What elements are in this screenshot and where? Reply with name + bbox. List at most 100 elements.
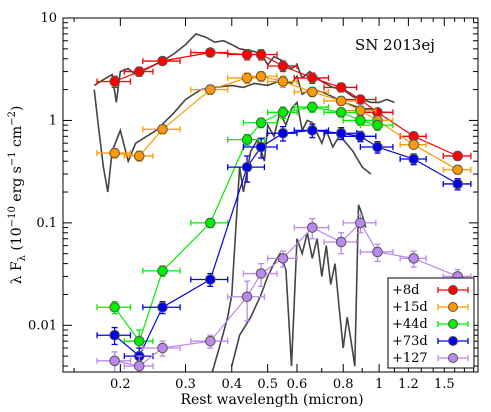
data-point-3-6 [277,127,289,139]
object-annotation: SN 2013ej [355,36,435,54]
series-2 [96,101,394,357]
legend-marker-3 [448,336,458,346]
legend-marker-0 [448,285,458,295]
y-tick-label-2: 1 [49,113,57,128]
data-point-4-0 [109,355,120,367]
data-point-3-5 [255,141,267,153]
data-point-4-9 [355,217,366,229]
series-1 [96,70,472,176]
x-tick-label-4: 0.6 [287,377,308,392]
legend-label-4: +127 [392,351,428,366]
data-point-0-9 [355,94,366,105]
data-point-1-6 [277,76,289,87]
y-label-lambda: λ F [9,261,25,284]
legend-marker-2 [448,319,458,329]
data-point-4-11 [408,253,419,264]
legend: +8d +15d +44d +73d +127 [387,277,475,369]
data-point-2-5 [255,117,267,129]
x-tick-label-3: 0.5 [257,377,278,392]
data-point-1-7 [306,86,318,98]
x-tick-label-5: 0.8 [333,377,354,392]
data-point-1-5 [255,70,267,82]
data-point-2-2 [157,265,168,277]
x-tick-label-2: 0.4 [221,377,242,392]
data-point-3-0 [109,329,120,341]
data-point-0-0 [109,76,120,87]
data-point-1-11 [408,139,419,150]
spectrum-line-2 [211,100,372,372]
x-axis-label: Rest wavelength (micron) [180,392,363,408]
data-point-1-1 [133,150,145,162]
data-point-4-10 [372,246,383,258]
photometry-layer [96,47,472,372]
legend-label-1: +15d [392,300,428,315]
y-label-close: ) [9,106,25,111]
data-point-3-2 [157,301,168,313]
y-label-sub: λ [17,254,28,261]
legend-label-0: +8d [392,283,420,298]
data-point-2-6 [277,107,289,118]
data-point-3-7 [306,125,318,136]
data-point-4-1 [133,360,145,372]
data-point-1-12 [452,164,463,176]
data-point-1-4 [241,72,253,84]
data-point-0-1 [133,66,145,77]
data-point-0-8 [335,82,347,93]
spectra-layer [93,32,395,372]
data-point-0-3 [205,47,216,58]
y-label-exp1: −10 [7,206,18,227]
data-point-3-3 [205,274,216,285]
data-point-2-3 [205,217,216,229]
data-point-4-4 [241,291,253,303]
data-point-0-6 [277,60,289,72]
series-4 [96,214,472,372]
data-point-4-5 [255,268,267,279]
legend-label-2: +44d [392,317,428,332]
data-point-2-7 [306,101,318,113]
data-point-1-3 [205,84,216,95]
data-point-2-1 [133,335,145,347]
y-axis-label: λ Fλ (10−10 erg s−1 cm−2) [7,106,28,285]
x-tick-label-7: 1.2 [398,377,419,392]
x-tick-label-0: 0.2 [110,377,131,392]
x-tick-label-1: 0.3 [175,377,196,392]
data-point-4-6 [277,253,289,264]
series-0 [96,47,472,162]
data-point-4-2 [157,342,168,354]
data-point-0-12 [452,150,463,162]
spectrum-line-3 [231,204,367,367]
data-point-1-0 [109,147,120,159]
data-point-2-0 [109,301,120,313]
data-point-0-2 [157,55,168,67]
legend-marker-1 [448,302,458,312]
data-point-3-9 [355,130,366,142]
y-tick-label-0: 0.01 [28,318,57,333]
data-point-3-4 [241,161,253,173]
data-point-3-10 [372,141,383,153]
data-point-2-8 [335,107,347,118]
data-point-4-3 [205,335,216,347]
data-point-1-8 [335,95,347,107]
data-point-0-5 [255,49,267,60]
legend-label-3: +73d [392,334,428,349]
y-tick-label-1: 0.1 [36,216,57,231]
data-point-2-4 [241,134,253,145]
y-label-cm: cm [9,126,25,152]
x-tick-label-8: 1.5 [434,377,455,392]
data-point-1-2 [157,123,168,135]
y-label-exp3: −2 [7,111,18,126]
plot-frame [62,17,479,373]
data-point-4-7 [306,222,318,233]
x-tick-label-6: 1 [375,377,383,392]
data-point-3-12 [452,178,463,190]
data-point-0-7 [306,72,318,84]
legend-marker-4 [448,353,458,363]
y-label-erg: erg s [9,166,25,206]
data-point-2-10 [372,119,383,131]
y-tick-label-3: 10 [40,11,57,26]
axis-ticks: 0.2 0.3 0.4 0.5 0.6 0.8 1 1.2 1.5 0.01 0.1 1 10 [28,11,478,392]
data-point-3-11 [408,153,419,165]
y-label-unit-open: (10 [9,227,25,255]
legend-box [387,277,475,369]
